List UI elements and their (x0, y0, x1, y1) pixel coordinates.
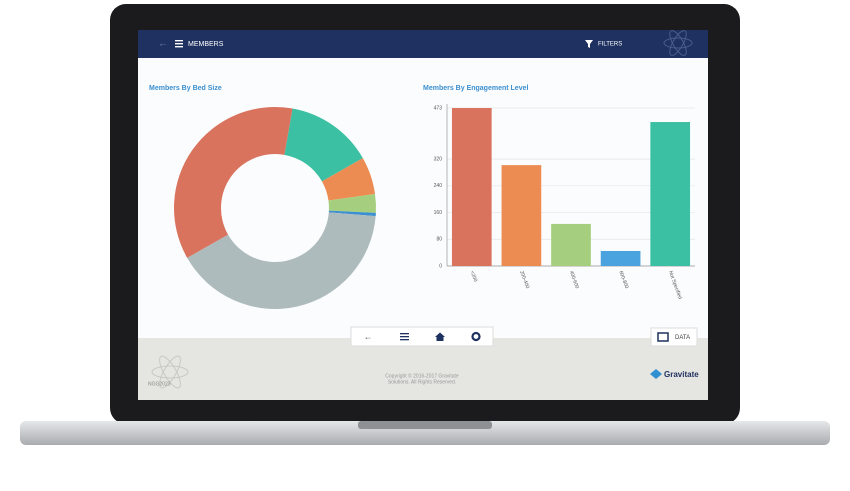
y-tick-label: 473 (434, 105, 443, 111)
x-tick-label: <200 (469, 270, 479, 283)
donut-slice (284, 108, 363, 182)
donut-slice (328, 210, 376, 217)
pie-title: Members By Bed Size (149, 85, 222, 92)
x-tick-label: 200-400 (518, 270, 530, 290)
bar-title: Members By Engagement Level (423, 85, 528, 92)
home-button[interactable] (435, 332, 445, 342)
brand: Gravitate (664, 370, 699, 379)
header-bar (138, 30, 708, 58)
data-button[interactable]: DATA (650, 327, 698, 347)
x-tick-label: 400-600 (568, 270, 580, 290)
bar (551, 223, 591, 266)
donut-slice (321, 158, 376, 201)
header-title: MEMBERS (188, 41, 224, 48)
bar (600, 250, 641, 266)
filters-button[interactable]: FILTERS (598, 42, 622, 48)
donut-slice (174, 107, 293, 258)
donut-slice (187, 212, 376, 309)
bar (451, 108, 492, 266)
bar (650, 122, 691, 266)
bar (501, 165, 542, 266)
toolbar: ← (350, 326, 494, 347)
back-button[interactable]: ← (364, 331, 373, 341)
back-icon[interactable]: ← (158, 39, 168, 50)
copyright: Copyright © 2016-2017 Gravitate (385, 372, 459, 379)
laptop-notch (358, 421, 492, 429)
copyright: Solutions. All Rights Reserved. (388, 379, 456, 385)
donut-slice (328, 193, 377, 213)
laptop-base (20, 421, 830, 445)
brand-icon (650, 369, 662, 379)
footer-atom (151, 355, 189, 389)
filter-icon[interactable] (585, 40, 593, 48)
y-tick-label: 240 (434, 183, 443, 189)
y-tick-label: 0 (439, 263, 442, 269)
y-tick-label: 320 (434, 156, 443, 162)
settings-button[interactable] (471, 331, 481, 342)
x-tick-label: 600-800 (617, 270, 629, 290)
menu-icon[interactable] (175, 40, 183, 48)
y-tick-label: 80 (436, 237, 442, 243)
data-label: DATA (675, 335, 690, 341)
atom-logo (663, 30, 693, 56)
footer (138, 338, 708, 400)
footer-code: NGG2023 (148, 381, 171, 387)
y-tick-label: 160 (434, 210, 443, 216)
list-button[interactable] (400, 333, 409, 341)
